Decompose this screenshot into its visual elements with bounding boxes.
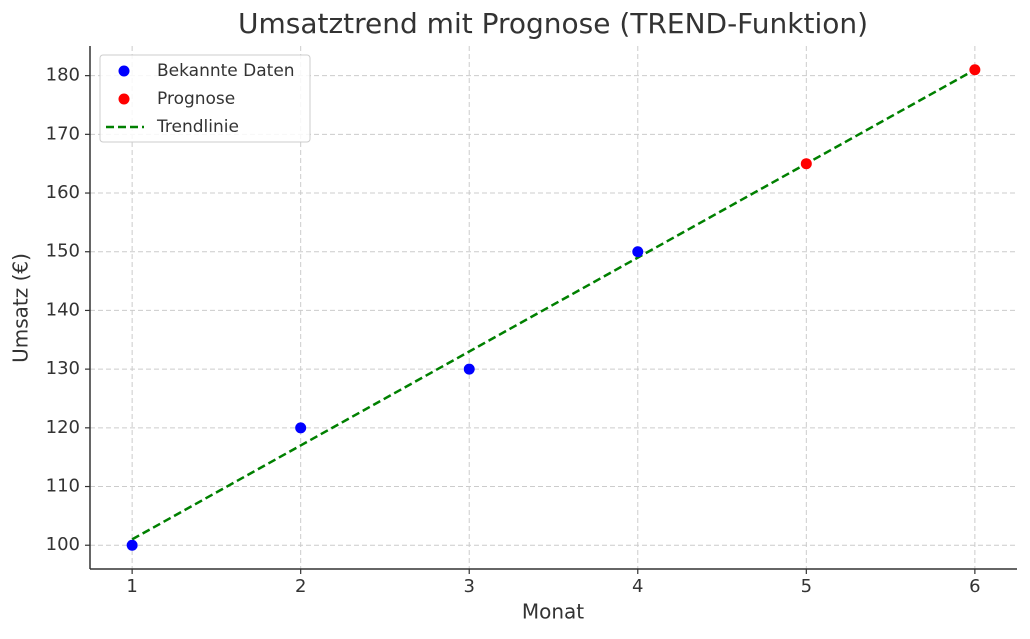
trend-line [131,68,976,541]
x-tick-label: 5 [801,576,812,597]
y-tick-label: 120 [46,417,80,438]
x-tick-label: 3 [464,576,475,597]
y-tick-label: 180 [46,65,80,86]
y-tick-label: 130 [46,358,80,379]
x-axis-label: Monat [522,600,584,624]
y-tick-label: 160 [46,182,80,203]
x-tick-label: 2 [295,576,306,597]
y-tick-label: 150 [46,241,80,262]
chart-title: Umsatztrend mit Prognose (TREND-Funktion… [238,7,868,40]
legend-marker [118,93,130,105]
x-tick-label: 1 [126,576,137,597]
legend-label: Bekannte Daten [157,61,295,81]
x-tick-label: 4 [632,576,643,597]
y-axis-label: Umsatz (€) [9,253,33,363]
legend-box [99,54,311,143]
legend-label: Prognose [157,89,235,109]
point [295,422,307,434]
y-tick-label: 170 [46,123,80,144]
point [632,246,644,258]
y-tick-label: 100 [46,534,80,555]
point [800,158,812,170]
legend-marker [118,65,130,77]
point [969,64,981,76]
legend-label: Trendlinie [156,117,239,137]
y-tick-label: 110 [46,476,80,497]
point [463,363,475,375]
y-tick-label: 140 [46,299,80,320]
point [126,539,138,551]
x-tick-label: 6 [969,576,980,597]
legend: Bekannte Daten Prognose Trendlinie [99,54,311,143]
